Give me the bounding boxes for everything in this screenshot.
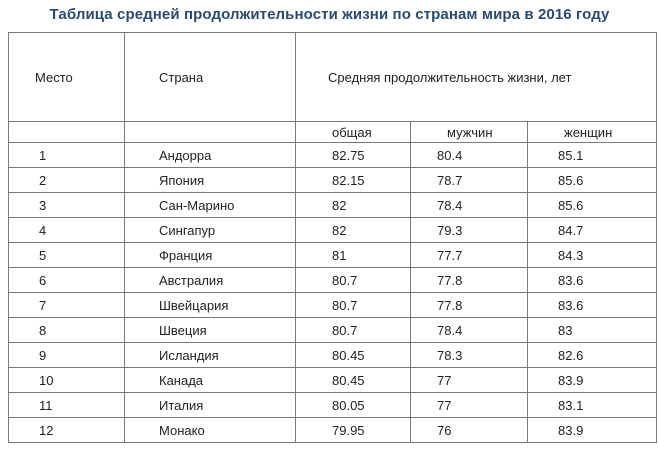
cell-men: 78.7 <box>410 167 528 193</box>
cell-total: 82.75 <box>295 142 411 168</box>
cell-women: 83.9 <box>526 417 658 443</box>
table-row: 3 Сан-Марино 82 78.4 85.6 <box>8 192 658 218</box>
cell-men: 77.8 <box>410 292 528 318</box>
cell-total: 81 <box>295 242 411 268</box>
table-row: 1 Андорра 82.75 80.4 85.1 <box>8 142 658 168</box>
column-header-country: Страна <box>124 32 296 122</box>
cell-total: 80.05 <box>295 392 411 418</box>
cell-place: 12 <box>8 417 125 443</box>
cell-men: 76 <box>410 417 528 443</box>
subheader-empty-cell <box>124 121 296 143</box>
table-row: 10 Канада 80.45 77 83.9 <box>8 367 658 393</box>
cell-place: 6 <box>8 267 125 293</box>
cell-women: 85.1 <box>526 142 658 168</box>
table-header-row: Место Страна Средняя продолжительность ж… <box>8 32 658 122</box>
cell-men: 78.3 <box>410 342 528 368</box>
cell-men: 77.8 <box>410 267 528 293</box>
cell-women: 85.6 <box>526 192 658 218</box>
cell-country: Сан-Марино <box>124 192 296 218</box>
cell-women: 84.7 <box>526 217 658 243</box>
cell-country: Франция <box>124 242 296 268</box>
cell-women: 83.6 <box>526 267 658 293</box>
table-row: 7 Швейцария 80.7 77.8 83.6 <box>8 292 658 318</box>
cell-total: 82 <box>295 217 411 243</box>
cell-place: 11 <box>8 392 125 418</box>
cell-total: 82 <box>295 192 411 218</box>
cell-women: 83.6 <box>526 292 658 318</box>
subheader-total: общая <box>295 121 411 143</box>
cell-country: Швейцария <box>124 292 296 318</box>
subheader-men: мужчин <box>410 121 528 143</box>
cell-total: 80.45 <box>295 342 411 368</box>
cell-men: 78.4 <box>410 192 528 218</box>
cell-men: 78.4 <box>410 317 528 343</box>
cell-country: Монако <box>124 417 296 443</box>
table-row: 12 Монако 79.95 76 83.9 <box>8 417 658 443</box>
table-row: 4 Сингапур 82 79.3 84.7 <box>8 217 658 243</box>
table-subheader-row: общая мужчин женщин <box>8 121 658 143</box>
cell-country: Исландия <box>124 342 296 368</box>
cell-place: 4 <box>8 217 125 243</box>
cell-men: 77 <box>410 392 528 418</box>
subheader-empty-cell <box>8 121 125 143</box>
cell-total: 80.45 <box>295 367 411 393</box>
cell-country: Япония <box>124 167 296 193</box>
cell-place: 2 <box>8 167 125 193</box>
column-header-life-expectancy: Средняя продолжительность жизни, лет <box>294 32 658 122</box>
cell-men: 79.3 <box>410 217 528 243</box>
cell-place: 7 <box>8 292 125 318</box>
cell-place: 10 <box>8 367 125 393</box>
cell-men: 77 <box>410 367 528 393</box>
cell-total: 80.7 <box>295 317 411 343</box>
cell-country: Андорра <box>124 142 296 168</box>
cell-men: 77.7 <box>410 242 528 268</box>
cell-women: 83 <box>526 317 658 343</box>
cell-place: 1 <box>8 142 125 168</box>
cell-women: 82.6 <box>526 342 658 368</box>
cell-women: 83.1 <box>526 392 658 418</box>
column-header-place: Место <box>8 32 125 122</box>
cell-women: 83.9 <box>526 367 658 393</box>
table-row: 2 Япония 82.15 78.7 85.6 <box>8 167 658 193</box>
cell-country: Швеция <box>124 317 296 343</box>
subheader-women: женщин <box>526 121 658 143</box>
table-row: 8 Швеция 80.7 78.4 83 <box>8 317 658 343</box>
page-title: Таблица средней продолжительности жизни … <box>49 6 610 23</box>
cell-place: 8 <box>8 317 125 343</box>
cell-country: Канада <box>124 367 296 393</box>
cell-total: 79.95 <box>295 417 411 443</box>
cell-country: Австралия <box>124 267 296 293</box>
table-row: 6 Австралия 80.7 77.8 83.6 <box>8 267 658 293</box>
cell-place: 3 <box>8 192 125 218</box>
cell-total: 80.7 <box>295 292 411 318</box>
cell-place: 9 <box>8 342 125 368</box>
cell-place: 5 <box>8 242 125 268</box>
table-row: 9 Исландия 80.45 78.3 82.6 <box>8 342 658 368</box>
cell-total: 80.7 <box>295 267 411 293</box>
table-row: 11 Италия 80.05 77 83.1 <box>8 392 658 418</box>
life-expectancy-table: Место Страна Средняя продолжительность ж… <box>8 32 658 443</box>
cell-women: 85.6 <box>526 167 658 193</box>
table-row: 5 Франция 81 77.7 84.3 <box>8 242 658 268</box>
cell-country: Сингапур <box>124 217 296 243</box>
cell-total: 82.15 <box>295 167 411 193</box>
cell-men: 80.4 <box>410 142 528 168</box>
cell-country: Италия <box>124 392 296 418</box>
cell-women: 84.3 <box>526 242 658 268</box>
